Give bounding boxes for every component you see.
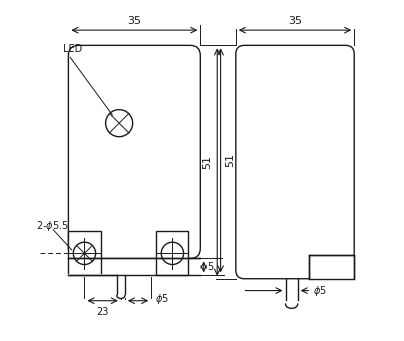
- Text: 23: 23: [97, 307, 109, 317]
- Text: 2-$\phi$5.5: 2-$\phi$5.5: [36, 219, 69, 233]
- Text: 51: 51: [202, 155, 212, 169]
- Bar: [68, 232, 101, 275]
- FancyBboxPatch shape: [68, 45, 200, 258]
- FancyBboxPatch shape: [236, 45, 354, 279]
- Text: LED: LED: [63, 44, 82, 54]
- Text: $\phi$5: $\phi$5: [155, 292, 168, 306]
- Bar: [309, 255, 354, 279]
- Text: 5: 5: [207, 262, 213, 272]
- Text: $\phi$5: $\phi$5: [313, 284, 327, 298]
- Text: 35: 35: [127, 16, 141, 26]
- Text: 51: 51: [226, 153, 236, 167]
- Bar: [156, 232, 189, 275]
- Text: 35: 35: [288, 16, 302, 26]
